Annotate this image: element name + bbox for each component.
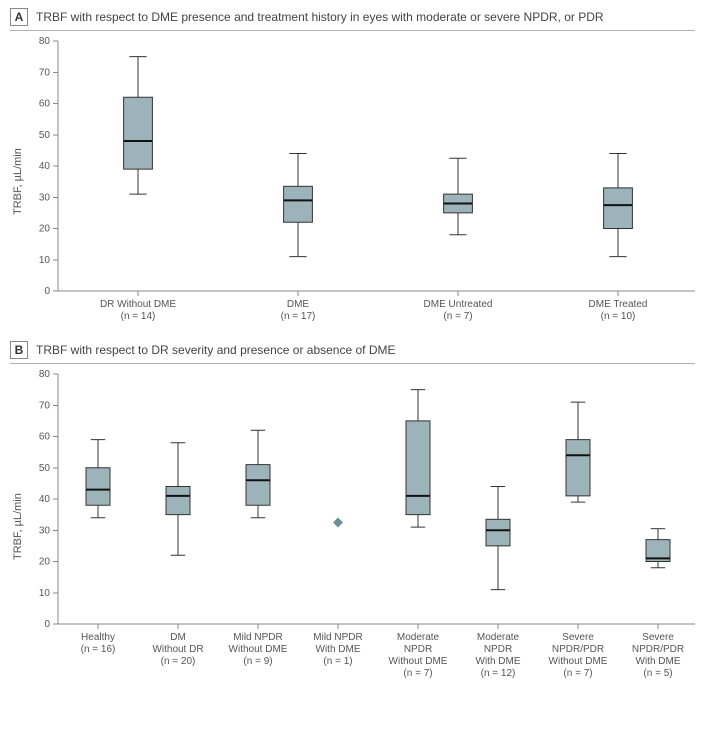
category-label: With DME <box>476 656 521 667</box>
box <box>604 188 633 229</box>
y-axis-label: TRBF, µL/min <box>10 368 26 686</box>
category-label: (n = 7) <box>443 311 472 322</box>
panel-badge: A <box>10 8 28 26</box>
box <box>166 487 190 515</box>
boxplot-chart: 01020304050607080Healthy(n = 16)DMWithou… <box>26 368 695 686</box>
box <box>284 186 313 222</box>
box <box>246 465 270 506</box>
category-label: Severe <box>562 632 594 643</box>
category-label: DME Untreated <box>424 299 493 310</box>
category-label: With DME <box>316 644 361 655</box>
category-label: (n = 9) <box>243 656 272 667</box>
y-tick-label: 50 <box>39 130 51 141</box>
category-label: (n = 17) <box>281 311 316 322</box>
y-tick-label: 60 <box>39 99 51 110</box>
y-axis-label: TRBF, µL/min <box>10 35 26 329</box>
panel-a: A TRBF with respect to DME presence and t… <box>10 8 695 329</box>
category-label: Moderate <box>477 632 520 643</box>
y-tick-label: 20 <box>39 557 51 568</box>
category-label: DME <box>287 299 310 310</box>
category-label: NPDR/PDR <box>552 644 604 655</box>
panel-header: A TRBF with respect to DME presence and t… <box>10 8 695 31</box>
box <box>486 519 510 546</box>
category-label: Without DME <box>229 644 288 655</box>
y-tick-label: 0 <box>44 286 50 297</box>
figure: A TRBF with respect to DME presence and t… <box>0 0 705 708</box>
boxplot-chart: 0 10 20 30 40 50 60 70 80 DR Without DME(n = 14) D… <box>26 35 695 329</box>
y-tick-label: 40 <box>39 494 51 505</box>
category-label: With DME <box>636 656 681 667</box>
category-label: DME Treated <box>589 299 648 310</box>
category-label: NPDR <box>484 644 512 655</box>
category-label: NPDR <box>404 644 432 655</box>
outlier-point <box>333 517 343 527</box>
category-label: Mild NPDR <box>233 632 282 643</box>
y-tick-label: 30 <box>39 192 51 203</box>
panel-header: B TRBF with respect to DR severity and pr… <box>10 341 695 364</box>
box <box>124 97 153 169</box>
chart-wrap: TRBF, µL/min01020304050607080Healthy(n =… <box>10 368 695 686</box>
category-label: NPDR/PDR <box>632 644 684 655</box>
category-label: Mild NPDR <box>313 632 362 643</box>
panel-b: B TRBF with respect to DR severity and pr… <box>10 341 695 686</box>
category-label: Moderate <box>397 632 440 643</box>
y-tick-label: 10 <box>39 255 51 266</box>
category-label: Severe <box>642 632 674 643</box>
category-label: Healthy <box>81 632 115 643</box>
box <box>406 421 430 515</box>
category-label: (n = 7) <box>563 668 592 679</box>
category-label: (n = 20) <box>161 656 196 667</box>
category-label: Without DME <box>389 656 448 667</box>
box <box>566 440 590 496</box>
panel-title: TRBF with respect to DR severity and pre… <box>36 343 395 357</box>
panel-title: TRBF with respect to DME presence and tr… <box>36 10 604 24</box>
box <box>86 468 110 506</box>
y-tick-label: 10 <box>39 588 51 599</box>
chart-wrap: TRBF, µL/min 0 10 20 30 40 50 60 70 80 DR Without … <box>10 35 695 329</box>
y-tick-label: 20 <box>39 224 51 235</box>
y-tick-label: 0 <box>44 619 50 630</box>
category-label: (n = 1) <box>323 656 352 667</box>
y-tick-label: 80 <box>39 369 51 380</box>
category-label: DM <box>170 632 186 643</box>
panel-badge: B <box>10 341 28 359</box>
category-label: (n = 7) <box>403 668 432 679</box>
category-label: DR Without DME <box>100 299 176 310</box>
y-tick-label: 60 <box>39 432 51 443</box>
category-label: (n = 5) <box>643 668 672 679</box>
category-label: Without DR <box>152 644 203 655</box>
y-tick-label: 80 <box>39 36 51 47</box>
category-label: Without DME <box>549 656 608 667</box>
y-tick-label: 30 <box>39 525 51 536</box>
y-tick-label: 70 <box>39 67 51 78</box>
category-label: (n = 16) <box>81 644 116 655</box>
y-tick-label: 40 <box>39 161 51 172</box>
y-tick-label: 50 <box>39 463 51 474</box>
category-label: (n = 12) <box>481 668 516 679</box>
y-tick-label: 70 <box>39 400 51 411</box>
category-label: (n = 14) <box>121 311 156 322</box>
category-label: (n = 10) <box>601 311 636 322</box>
